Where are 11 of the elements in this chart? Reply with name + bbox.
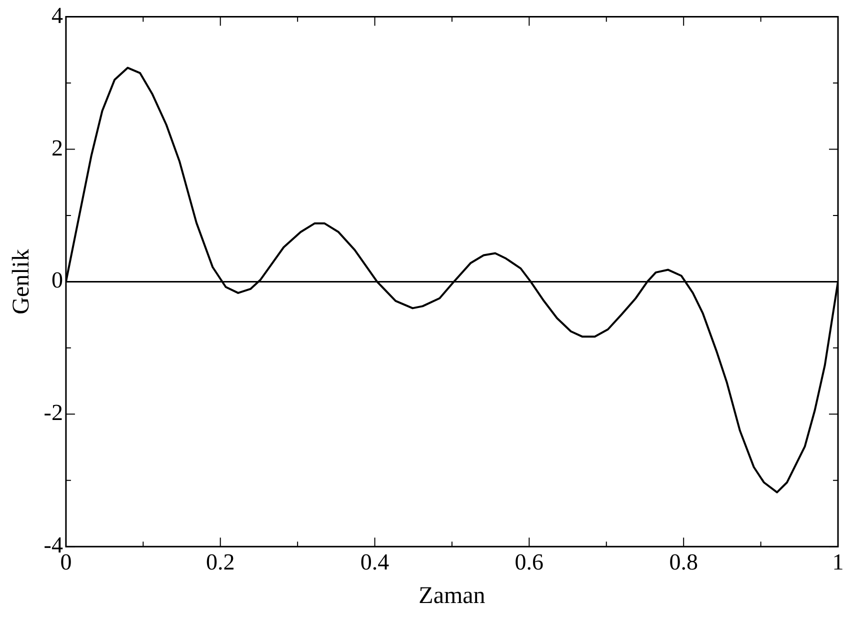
y-axis-title: Genlik bbox=[8, 249, 35, 314]
y-tick-label: 2 bbox=[51, 135, 63, 160]
x-tick-label: 0.4 bbox=[360, 549, 390, 574]
y-tick-label: 0 bbox=[51, 268, 63, 293]
x-tick-label: 0.6 bbox=[514, 549, 544, 574]
x-axis-title: Zaman bbox=[418, 582, 486, 609]
x-tick-label: 0.8 bbox=[669, 549, 698, 574]
x-tick-label: 0.2 bbox=[206, 549, 235, 574]
y-tick-label: -2 bbox=[44, 400, 63, 426]
x-tick-label: 1 bbox=[832, 549, 844, 574]
y-tick-label: 4 bbox=[51, 2, 64, 28]
